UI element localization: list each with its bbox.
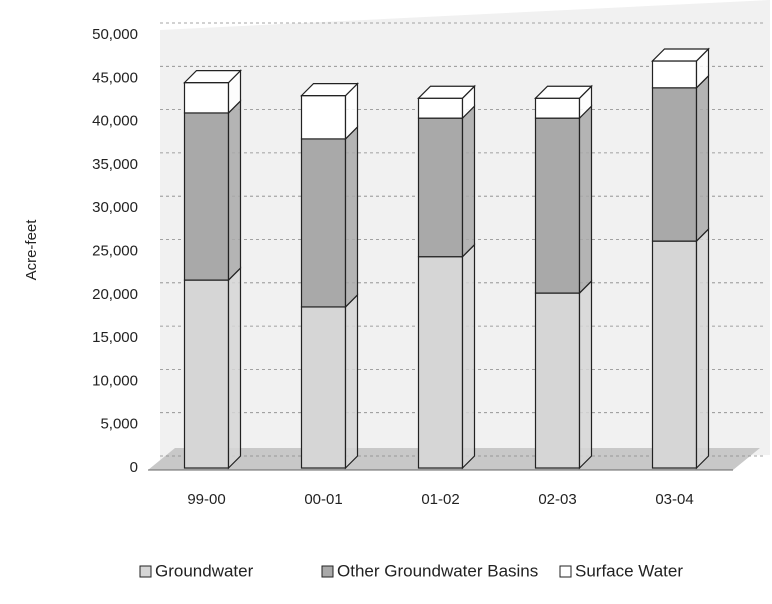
y-tick-label: 10,000 xyxy=(92,372,138,389)
bar-side xyxy=(695,227,710,470)
bar-segment xyxy=(651,87,698,242)
x-tick-label: 00-01 xyxy=(304,491,342,508)
y-tick-label: 30,000 xyxy=(92,199,138,216)
legend-swatch xyxy=(139,565,152,578)
y-tick-label: 35,000 xyxy=(92,156,138,173)
bar-segment xyxy=(534,97,581,119)
y-tick-label: 20,000 xyxy=(92,286,138,303)
legend-label: Other Groundwater Basins xyxy=(337,561,538,580)
x-tick-label: 03-04 xyxy=(655,491,693,508)
bar-segment xyxy=(651,240,698,469)
legend-swatch xyxy=(321,565,334,578)
y-tick-label: 50,000 xyxy=(92,26,138,43)
y-tick-label: 45,000 xyxy=(92,69,138,86)
legend-label: Surface Water xyxy=(575,561,683,580)
bar-top xyxy=(534,85,593,99)
bar-side xyxy=(461,243,476,470)
bar-top xyxy=(651,48,710,62)
bar-segment xyxy=(417,256,464,469)
bar-segment xyxy=(417,97,464,119)
bar-side xyxy=(461,104,476,259)
bar-side xyxy=(227,99,242,282)
bar-segment xyxy=(534,292,581,469)
x-tick-label: 01-02 xyxy=(421,491,459,508)
y-axis-label: Acre-feet xyxy=(23,219,40,281)
y-tick-label: 5,000 xyxy=(100,416,138,433)
legend-swatch xyxy=(559,565,572,578)
bar-segment xyxy=(183,112,230,281)
bar-segment xyxy=(300,306,347,469)
bar-segment xyxy=(183,82,230,114)
x-tick-label: 02-03 xyxy=(538,491,576,508)
bar-side xyxy=(695,74,710,243)
bar-side xyxy=(344,293,359,470)
bar-segment xyxy=(300,95,347,140)
bar-side xyxy=(578,104,593,295)
bar-segment xyxy=(534,117,581,294)
bar-top xyxy=(417,85,476,99)
bar-side xyxy=(578,279,593,470)
bar-segment xyxy=(183,279,230,469)
bar-top xyxy=(183,70,242,84)
bar-segment xyxy=(300,138,347,308)
y-tick-label: 40,000 xyxy=(92,113,138,130)
y-tick-label: 25,000 xyxy=(92,242,138,259)
bar-segment xyxy=(417,117,464,258)
legend-label: Groundwater xyxy=(155,561,254,580)
y-tick-label: 15,000 xyxy=(92,329,138,346)
bar-top xyxy=(300,83,359,97)
y-tick-label: 0 xyxy=(130,459,138,476)
bar-segment xyxy=(651,60,698,89)
x-tick-label: 99-00 xyxy=(187,491,225,508)
bar-side xyxy=(344,125,359,309)
bar-side xyxy=(227,266,242,470)
